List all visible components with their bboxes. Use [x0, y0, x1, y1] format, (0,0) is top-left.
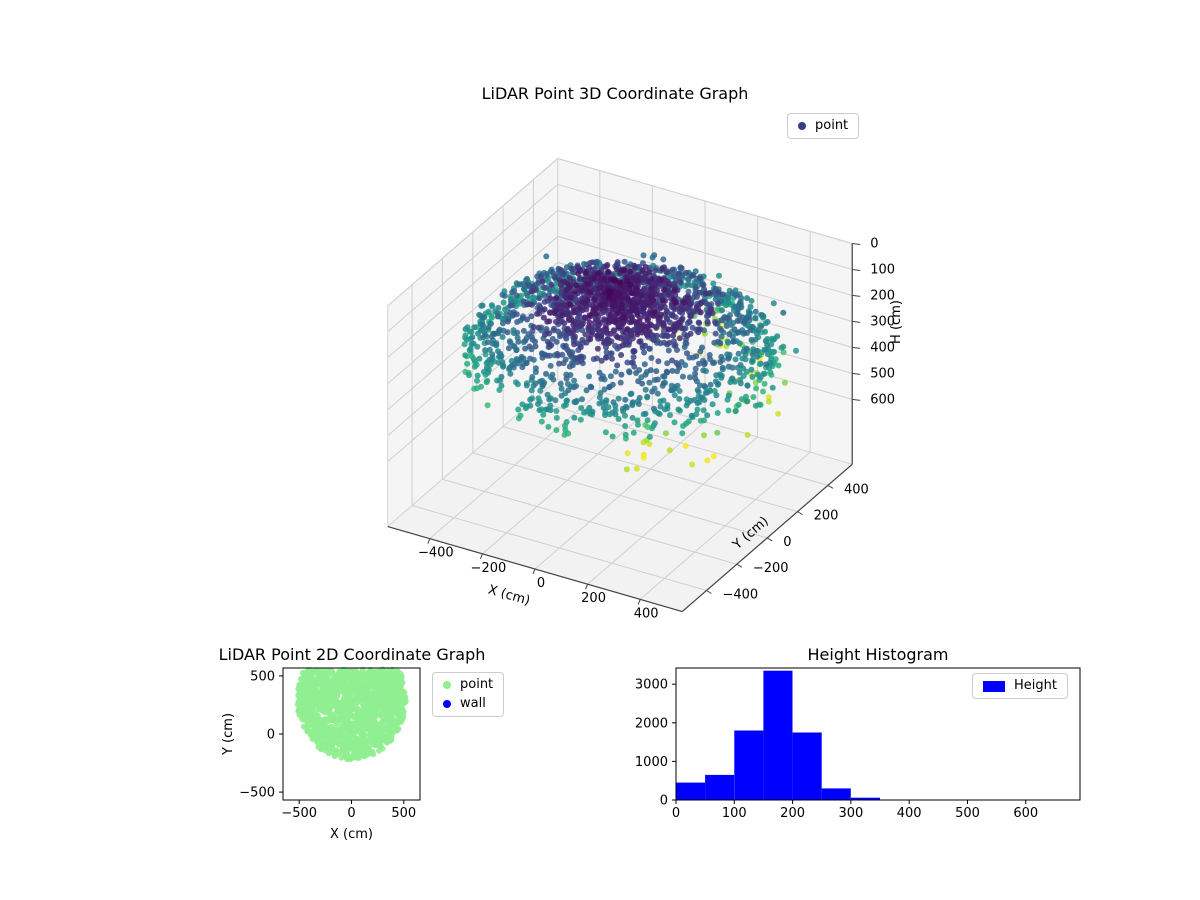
svg-text:2000: 2000: [635, 716, 668, 731]
point-legend-label: point: [815, 118, 849, 133]
point-legend-marker-icon: [443, 681, 451, 689]
svg-text:300: 300: [870, 314, 895, 329]
plot2d-canvas: −500 0 500 −500 0 500 X (cm) Y (cm): [221, 666, 421, 842]
histogram-bar: [821, 788, 851, 800]
svg-text:600: 600: [1013, 806, 1038, 821]
plot2d-legend: point wall: [432, 672, 505, 717]
svg-text:1000: 1000: [635, 755, 668, 770]
svg-text:500: 500: [870, 366, 895, 381]
svg-text:500: 500: [391, 806, 416, 821]
plot3d-axes: [387, 242, 861, 613]
svg-text:0: 0: [783, 535, 791, 550]
wall-legend-marker-icon: [443, 700, 451, 708]
histogram-bar: [705, 774, 735, 800]
plot2d-points: [294, 666, 409, 763]
svg-text:400: 400: [897, 806, 922, 821]
svg-text:100: 100: [722, 806, 747, 821]
svg-text:100: 100: [870, 262, 895, 277]
plot3d-title: LiDAR Point 3D Coordinate Graph: [481, 84, 749, 103]
height-legend-swatch-icon: [983, 680, 1005, 692]
svg-text:−200: −200: [471, 561, 507, 576]
plot3d-legend: point: [787, 113, 860, 139]
point-legend-label: point: [460, 677, 494, 692]
svg-text:−400: −400: [723, 587, 759, 602]
svg-text:0: 0: [660, 794, 668, 809]
histogram-canvas: 0 100 200 300 400 500 600 0 1000 2000 3000: [635, 667, 1081, 821]
legend-entry-height: Height: [983, 678, 1057, 694]
plot2d-axes: −500 0 500 −500 0 500 X (cm) Y (cm): [221, 667, 421, 842]
svg-text:500: 500: [250, 669, 275, 684]
plot2d-ylabel: Y (cm): [221, 713, 236, 756]
svg-text:0: 0: [267, 728, 275, 743]
svg-text:200: 200: [814, 509, 839, 524]
svg-text:200: 200: [780, 806, 805, 821]
svg-text:−400: −400: [418, 546, 454, 561]
histogram-bar: [792, 732, 822, 800]
legend-entry-wall: wall: [443, 696, 493, 712]
legend-entry-point: point: [798, 118, 848, 134]
svg-text:3000: 3000: [635, 678, 668, 693]
svg-text:300: 300: [838, 806, 863, 821]
histogram-bars: [676, 670, 880, 800]
histogram-bar: [734, 730, 764, 800]
svg-text:0: 0: [537, 576, 545, 591]
plot2d-title: LiDAR Point 2D Coordinate Graph: [218, 645, 486, 664]
histogram-axes: 0 100 200 300 400 500 600 0 1000 2000 3000: [635, 667, 1081, 821]
wall-legend-label: wall: [460, 696, 486, 711]
histogram-bar: [763, 670, 793, 800]
histogram-title: Height Histogram: [807, 645, 949, 664]
plot2d-xlabel: X (cm): [330, 827, 373, 842]
svg-text:−500: −500: [281, 806, 317, 821]
histogram-bar: [850, 797, 880, 800]
plot3d-xlabel: X (cm): [486, 583, 531, 609]
histogram-legend: Height: [972, 673, 1068, 699]
legend-entry-point: point: [443, 677, 493, 693]
svg-text:200: 200: [870, 288, 895, 303]
plot3d-canvas: −400 −200 0 200 400 −400 −200 0 200 400 0 100 200 300…: [386, 157, 904, 621]
plot3d-zlabel: H (cm): [889, 300, 904, 344]
svg-text:400: 400: [634, 606, 659, 621]
svg-text:0: 0: [672, 806, 680, 821]
svg-text:−200: −200: [753, 561, 789, 576]
height-legend-label: Height: [1014, 678, 1057, 693]
svg-text:600: 600: [870, 392, 895, 407]
svg-text:400: 400: [870, 340, 895, 355]
histogram-bar: [676, 782, 706, 800]
svg-text:0: 0: [870, 236, 878, 251]
point-legend-marker-icon: [798, 122, 806, 130]
svg-text:200: 200: [581, 591, 606, 606]
svg-text:−500: −500: [239, 786, 275, 801]
svg-text:500: 500: [955, 806, 980, 821]
svg-text:0: 0: [347, 806, 355, 821]
plot3d-points: [461, 252, 799, 473]
svg-text:400: 400: [844, 482, 869, 497]
